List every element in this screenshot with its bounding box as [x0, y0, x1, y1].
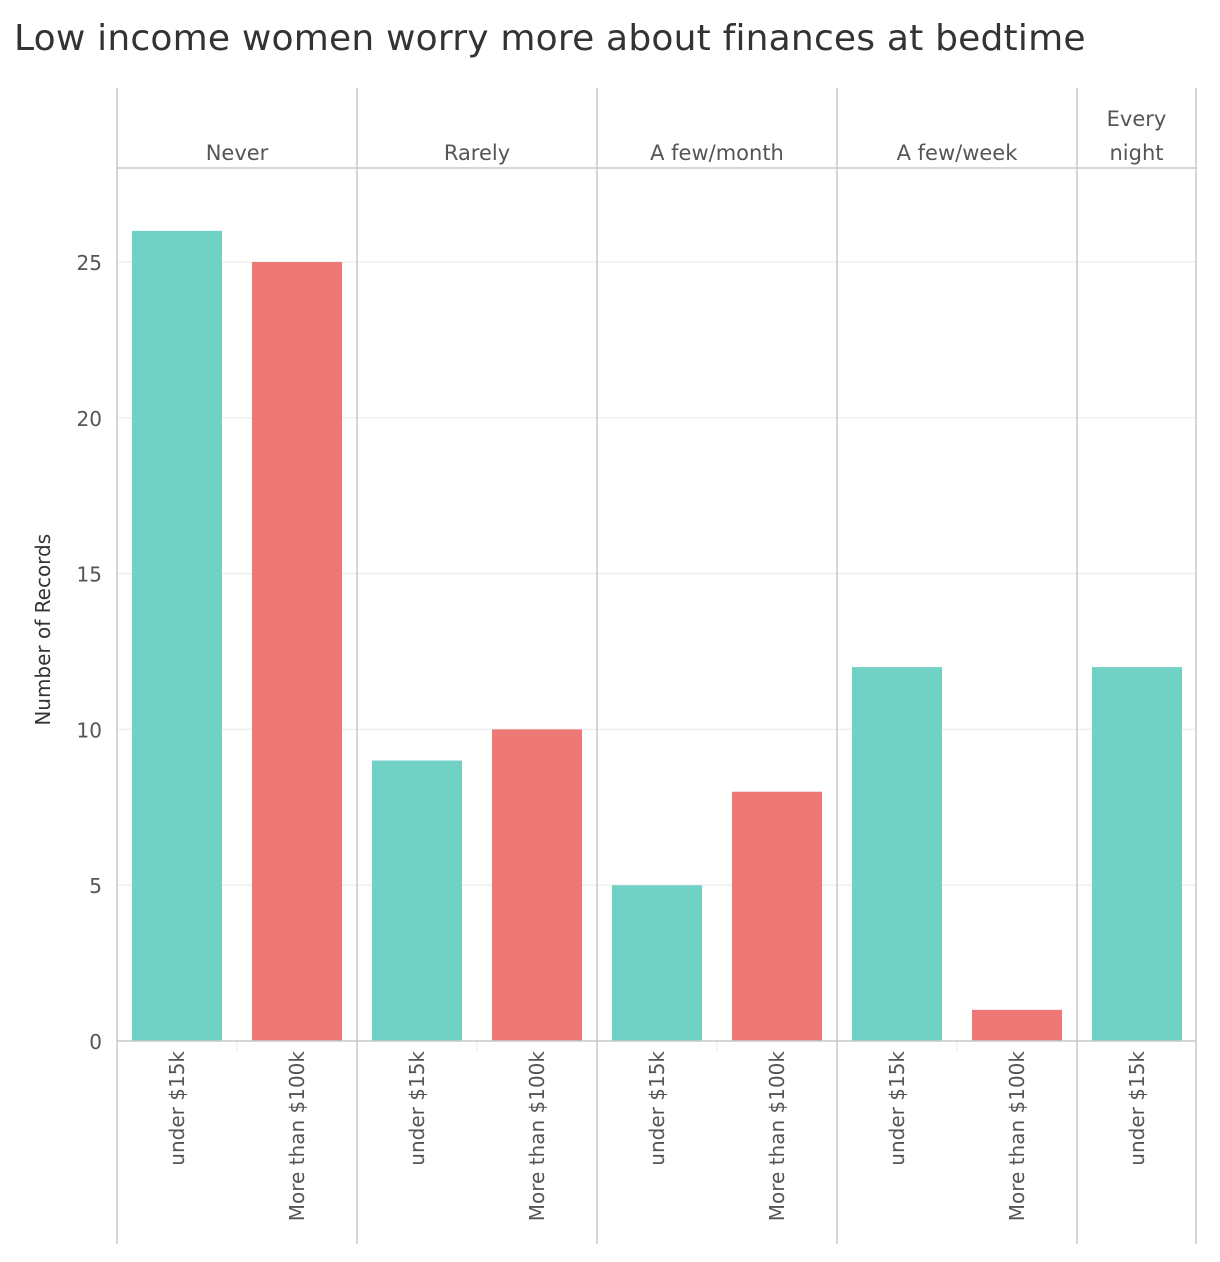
chart-title: Low income women worry more about financ… [14, 18, 1086, 59]
x-category-label: under $15k [1125, 1051, 1149, 1166]
bar [1092, 667, 1182, 1041]
x-category-label: under $15k [885, 1051, 909, 1166]
x-category-label: More than $100k [285, 1051, 309, 1222]
y-tick-label: 20 [77, 407, 102, 431]
pane-header: night [1109, 141, 1163, 165]
bar [372, 760, 462, 1041]
x-category-label: More than $100k [765, 1051, 789, 1222]
pane-header: Every [1107, 107, 1167, 131]
y-tick-label: 10 [77, 718, 102, 742]
y-axis-title: Number of Records [31, 534, 55, 726]
x-category-label: under $15k [645, 1051, 669, 1166]
pane-header: Never [206, 141, 269, 165]
x-category-label: More than $100k [1005, 1051, 1029, 1222]
pane-headers: Never Rarely A few/month A few/week Every nig… [206, 107, 1167, 165]
pane-header: A few/month [650, 141, 784, 165]
bar [732, 791, 822, 1041]
x-category-label: under $15k [165, 1051, 189, 1166]
bar [132, 230, 222, 1042]
bars [132, 230, 1182, 1042]
y-tick-label: 0 [89, 1030, 102, 1054]
pane-dividers [116, 88, 1197, 1244]
y-tick-label: 15 [77, 563, 102, 587]
bar [492, 729, 582, 1041]
x-category-label: under $15k [405, 1051, 429, 1166]
bar [252, 262, 342, 1041]
y-axis-ticks: 0 5 10 15 20 25 [77, 251, 102, 1054]
bar [612, 885, 702, 1041]
bar [852, 667, 942, 1041]
pane-header: A few/week [897, 141, 1019, 165]
y-tick-label: 5 [89, 874, 102, 898]
y-tick-label: 25 [77, 251, 102, 275]
pane-header: Rarely [444, 141, 510, 165]
bar [972, 1009, 1062, 1041]
x-axis-labels: under $15k More than $100k under $15k More … [165, 1051, 1149, 1222]
x-category-label: More than $100k [525, 1051, 549, 1222]
